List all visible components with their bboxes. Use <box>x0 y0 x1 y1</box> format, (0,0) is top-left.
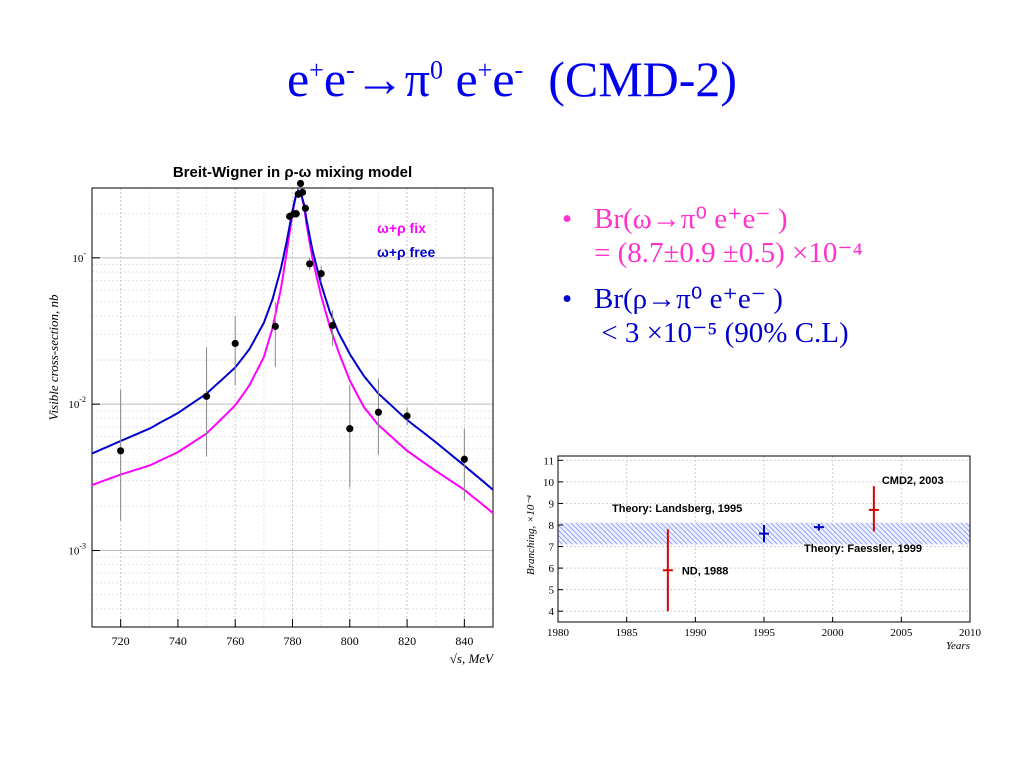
y-axis-label: Branching, ×10⁻⁴ <box>525 495 537 575</box>
data-point <box>317 270 325 278</box>
x-tick-label: 760 <box>226 634 244 648</box>
x-tick-label: 1980 <box>547 627 570 639</box>
data-point <box>292 210 300 218</box>
bullet-line: Br(ρ→π⁰ e⁺e⁻ ) <box>594 283 783 315</box>
data-point <box>117 447 125 455</box>
data-point <box>296 179 305 188</box>
x-axis-label: √s, MeV <box>450 651 495 665</box>
bullet-line: < 3 ×10⁻⁵ (90% C.L) <box>594 317 849 349</box>
y-tick-label: 4 <box>549 606 555 618</box>
point-label: ND, 1988 <box>682 565 728 577</box>
x-tick-label: 2010 <box>959 627 982 639</box>
data-point <box>231 339 239 348</box>
x-tick-label: 1990 <box>684 627 707 639</box>
bullet-line: Br(ω→π⁰ e⁺e⁻ ) <box>594 203 788 235</box>
y-tick-label: 10-2 <box>68 395 86 411</box>
x-tick-label: 1995 <box>753 627 776 639</box>
y-tick-label: 10- <box>72 249 86 265</box>
y-tick-label: 10 <box>543 477 555 489</box>
bullet-line: = (8.7±0.9 ±0.5) ×10⁻⁴ <box>594 237 863 269</box>
data-point <box>346 425 354 433</box>
x-tick-label: 2005 <box>890 627 913 639</box>
x-tick-label: 800 <box>341 634 359 648</box>
data-point <box>374 408 383 416</box>
branching-history-chart: 1980 1985 1990 1995 2000 2005 2010 4 5 6 7 8 9 10 11 Ye… <box>525 455 982 652</box>
y-tick-label: 6 <box>549 563 555 575</box>
bullet-rho-branching: • Br(ρ→π⁰ e⁺e⁻ ) < 3 ×10⁻⁵ (90% C.L) <box>558 282 1018 350</box>
x-tick-label: 1985 <box>616 627 639 639</box>
legend-entry: ω+ρ free <box>377 244 435 260</box>
data-point <box>403 412 411 420</box>
bullet-list: • Br(ω→π⁰ e⁺e⁻ ) = (8.7±0.9 ±0.5) ×10⁻⁴ … <box>558 202 1018 362</box>
x-tick-label: 2000 <box>822 627 845 639</box>
x-tick-label: 840 <box>455 634 473 648</box>
annotation-landsberg: Theory: Landsberg, 1995 <box>612 503 742 515</box>
legend-entry: ω+ρ fix <box>377 220 426 236</box>
y-tick-label: 7 <box>549 542 555 554</box>
data-point <box>301 204 309 212</box>
y-tick-label: 10-3 <box>68 541 86 557</box>
x-tick-label: 780 <box>284 634 302 648</box>
bullet-dot-icon: • <box>562 203 573 235</box>
x-tick-label: 820 <box>398 634 416 648</box>
bullet-omega-branching: • Br(ω→π⁰ e⁺e⁻ ) = (8.7±0.9 ±0.5) ×10⁻⁴ <box>558 202 1018 270</box>
bullet-dot-icon: • <box>562 283 573 315</box>
point-label: CMD2, 2003 <box>882 475 944 487</box>
annotation-faessler: Theory: Faessler, 1999 <box>804 543 922 555</box>
data-point <box>271 322 279 330</box>
y-tick-label: 9 <box>549 498 555 510</box>
y-tick-label: 8 <box>549 520 555 532</box>
chart-title: Breit-Wigner in ρ-ω mixing model <box>173 164 412 181</box>
y-tick-label: 11 <box>543 455 554 467</box>
data-point <box>202 392 211 400</box>
x-tick-label: 740 <box>169 634 187 648</box>
data-point <box>460 455 468 463</box>
data-point <box>298 188 307 196</box>
x-axis-label: Years <box>946 640 970 652</box>
y-axis-label: Visible cross-section, nb <box>46 294 61 421</box>
data-point <box>306 260 314 268</box>
y-tick-label: 5 <box>549 585 555 597</box>
x-tick-label: 720 <box>112 634 130 648</box>
cross-section-chart: Breit-Wigner in ρ-ω mixing model 720 740 76… <box>46 164 495 665</box>
slide-title: e+e-→π0 e+e- (CMD-2) <box>286 51 738 107</box>
data-point <box>329 321 337 330</box>
